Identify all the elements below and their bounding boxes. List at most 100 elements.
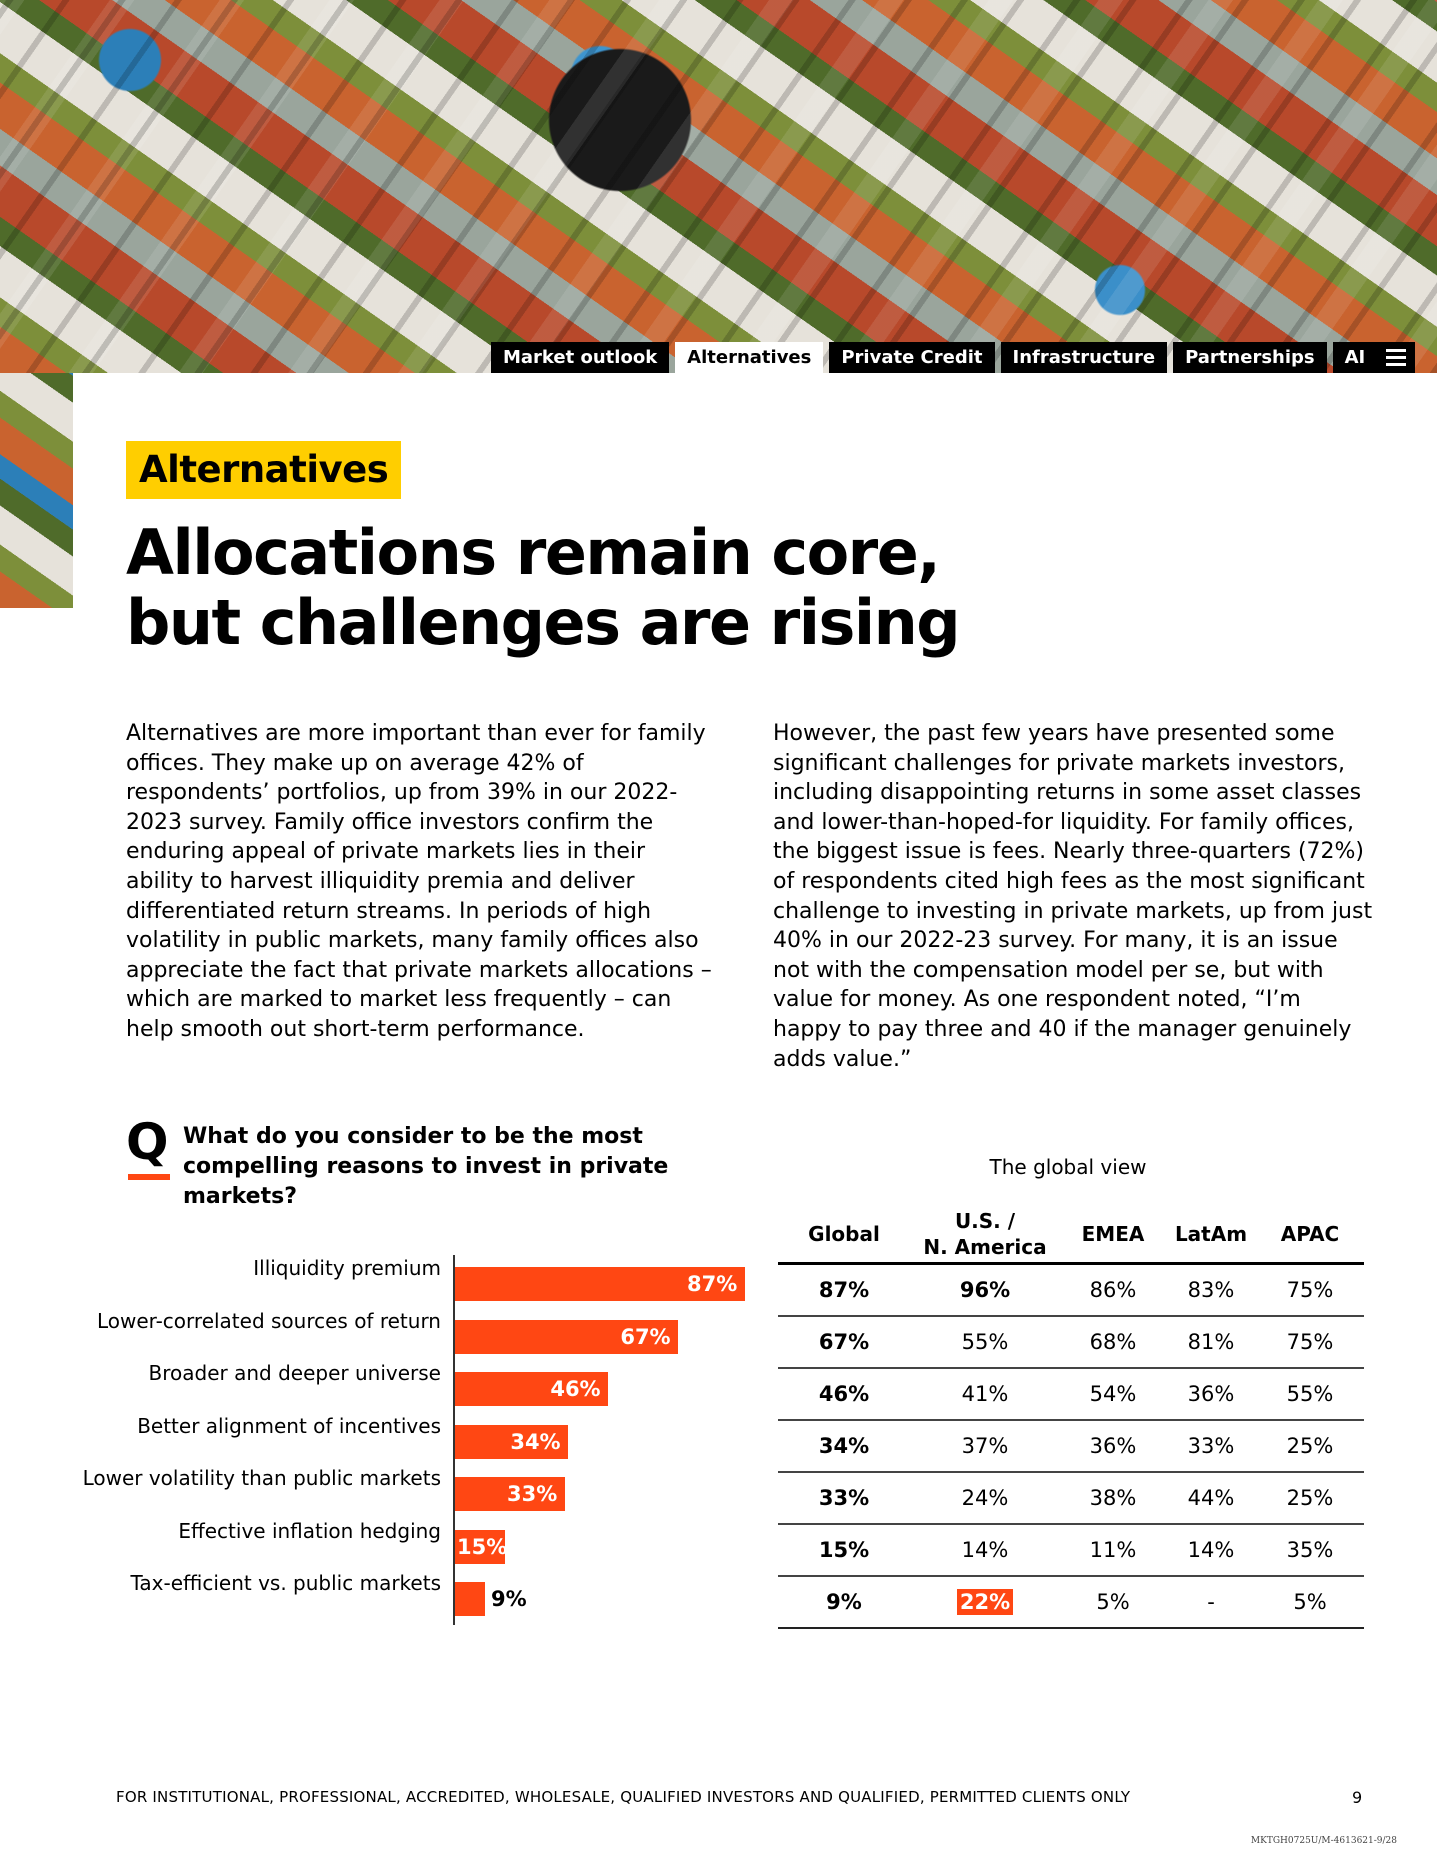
tab-partnerships[interactable]: Partnerships bbox=[1173, 342, 1327, 373]
cell-latam: 33% bbox=[1166, 1434, 1256, 1458]
reasons-bar-chart: Illiquidity premium Lower-correlated sour… bbox=[0, 1255, 760, 1625]
cell-value: 9% bbox=[826, 1590, 862, 1614]
cell-emea: 5% bbox=[1060, 1590, 1166, 1614]
cell-value: - bbox=[1207, 1590, 1215, 1614]
cell-value: 75% bbox=[1286, 1278, 1334, 1302]
cell-latam: - bbox=[1166, 1590, 1256, 1614]
title-line-2: but challenges are rising bbox=[126, 586, 961, 659]
cell-value: 46% bbox=[818, 1382, 870, 1406]
table-row: 67% 55% 68% 81% 75% bbox=[778, 1317, 1364, 1369]
bar bbox=[455, 1424, 569, 1459]
header-apac: APAC bbox=[1280, 1221, 1340, 1246]
cell-global: 87% bbox=[778, 1278, 910, 1302]
cell-latam: 83% bbox=[1166, 1278, 1256, 1302]
question-underline bbox=[128, 1174, 170, 1180]
cell-value: 67% bbox=[818, 1330, 870, 1354]
global-view-table: Global U.S. / N. America EMEA LatAm APAC… bbox=[778, 1205, 1364, 1629]
cell-us-north-america: 96% bbox=[910, 1278, 1060, 1302]
table-row: 9% 22% 5% - 5% bbox=[778, 1577, 1364, 1629]
cell-value: 14% bbox=[1187, 1538, 1235, 1562]
table-caption: The global view bbox=[989, 1155, 1147, 1179]
header-latam: LatAm bbox=[1174, 1221, 1248, 1246]
header-us-north-america: U.S. / N. America bbox=[923, 1208, 1047, 1259]
cell-value: 41% bbox=[961, 1382, 1009, 1406]
cell-apac: 75% bbox=[1256, 1330, 1364, 1354]
table-row: 34% 37% 36% 33% 25% bbox=[778, 1421, 1364, 1473]
tab-private-credit[interactable]: Private Credit bbox=[829, 342, 995, 373]
cell-value: 44% bbox=[1187, 1486, 1235, 1510]
cell-value: 54% bbox=[1089, 1382, 1137, 1406]
table-body: 87% 96% 86% 83% 75% 67% 55% 68% 81% 75% 46% 41% 54% 3… bbox=[778, 1265, 1364, 1629]
page-title: Allocations remain core, but challenges … bbox=[126, 518, 1126, 658]
tab-alternatives[interactable]: Alternatives bbox=[675, 342, 824, 373]
bar-chart-axis bbox=[453, 1255, 455, 1625]
cell-value: 25% bbox=[1286, 1486, 1334, 1510]
bar-value-label: 33% bbox=[507, 1482, 558, 1506]
cell-latam: 44% bbox=[1166, 1486, 1256, 1510]
cell-apac: 55% bbox=[1256, 1382, 1364, 1406]
cell-latam: 81% bbox=[1166, 1330, 1256, 1354]
cell-us-north-america: 14% bbox=[910, 1538, 1060, 1562]
body-text-left: Alternatives are more important than eve… bbox=[126, 721, 712, 1042]
cell-value: 96% bbox=[959, 1278, 1011, 1302]
cell-value: 25% bbox=[1286, 1434, 1334, 1458]
question-letter: Q bbox=[126, 1113, 169, 1171]
bar-category-label: Lower volatility than public markets bbox=[82, 1466, 441, 1490]
cell-value: 5% bbox=[1096, 1590, 1130, 1614]
bar bbox=[455, 1582, 485, 1616]
hamburger-menu-icon[interactable] bbox=[1377, 342, 1416, 373]
cell-latam: 36% bbox=[1166, 1382, 1256, 1406]
section-nav: Market outlook Alternatives Private Cred… bbox=[491, 342, 1416, 373]
cell-value: 75% bbox=[1286, 1330, 1334, 1354]
cell-value: 55% bbox=[961, 1330, 1009, 1354]
cell-value: 81% bbox=[1187, 1330, 1235, 1354]
footer-disclaimer: FOR INSTITUTIONAL, PROFESSIONAL, ACCREDI… bbox=[116, 1788, 1131, 1806]
cell-value: 87% bbox=[818, 1278, 870, 1302]
cell-us-north-america: 24% bbox=[910, 1486, 1060, 1510]
bar-category-label: Lower-correlated sources of return bbox=[96, 1308, 441, 1333]
bar bbox=[455, 1319, 679, 1354]
cell-apac: 25% bbox=[1256, 1486, 1364, 1510]
question-text: What do you consider to be the most comp… bbox=[183, 1124, 669, 1209]
cell-latam: 14% bbox=[1166, 1538, 1256, 1562]
cell-value: 33% bbox=[1187, 1434, 1235, 1458]
section-tag: Alternatives bbox=[126, 441, 402, 499]
bar bbox=[455, 1372, 609, 1406]
bar-category-label: Effective inflation hedging bbox=[178, 1518, 441, 1543]
cell-emea: 38% bbox=[1060, 1486, 1166, 1510]
tab-infrastructure[interactable]: Infrastructure bbox=[1000, 342, 1168, 373]
tab-market-outlook[interactable]: Market outlook bbox=[491, 342, 670, 373]
bar-value-label: 34% bbox=[510, 1429, 561, 1454]
table-header-row: Global U.S. / N. America EMEA LatAm APAC bbox=[778, 1205, 1364, 1265]
cell-value: 36% bbox=[1187, 1382, 1235, 1406]
cell-value: 22% bbox=[956, 1589, 1014, 1615]
bar-value-label: 67% bbox=[620, 1324, 671, 1349]
tab-ai[interactable]: AI bbox=[1332, 342, 1378, 373]
bar-category-label: Tax-efficient vs. public markets bbox=[130, 1571, 442, 1595]
document-code: MKTGH0725U/M-4613621-9/28 bbox=[1250, 1836, 1397, 1846]
cell-value: 83% bbox=[1187, 1278, 1235, 1302]
cell-us-north-america: 22% bbox=[910, 1589, 1060, 1615]
cell-value: 68% bbox=[1089, 1330, 1137, 1354]
bar-value-label: 46% bbox=[550, 1377, 601, 1401]
page-number: 9 bbox=[1352, 1788, 1363, 1807]
cell-us-north-america: 55% bbox=[910, 1330, 1060, 1354]
bar-category-labels: Illiquidity premium Lower-correlated sour… bbox=[0, 1255, 441, 1625]
cell-global: 9% bbox=[778, 1590, 910, 1614]
cell-value: 15% bbox=[818, 1538, 870, 1562]
cell-apac: 75% bbox=[1256, 1278, 1364, 1302]
cell-us-north-america: 41% bbox=[910, 1382, 1060, 1406]
cell-value: 38% bbox=[1089, 1486, 1137, 1510]
table-row: 87% 96% 86% 83% 75% bbox=[778, 1265, 1364, 1317]
cell-value: 36% bbox=[1089, 1434, 1137, 1458]
bar bbox=[455, 1267, 745, 1301]
cell-global: 34% bbox=[778, 1434, 910, 1458]
cell-value: 14% bbox=[961, 1538, 1009, 1562]
table-row: 33% 24% 38% 44% 25% bbox=[778, 1473, 1364, 1525]
cell-emea: 86% bbox=[1060, 1278, 1166, 1302]
cell-global: 33% bbox=[778, 1486, 910, 1510]
bar-category-label: Broader and deeper universe bbox=[148, 1361, 441, 1385]
cell-value: 33% bbox=[818, 1486, 870, 1510]
cell-global: 46% bbox=[778, 1382, 910, 1406]
bar bbox=[455, 1529, 505, 1564]
